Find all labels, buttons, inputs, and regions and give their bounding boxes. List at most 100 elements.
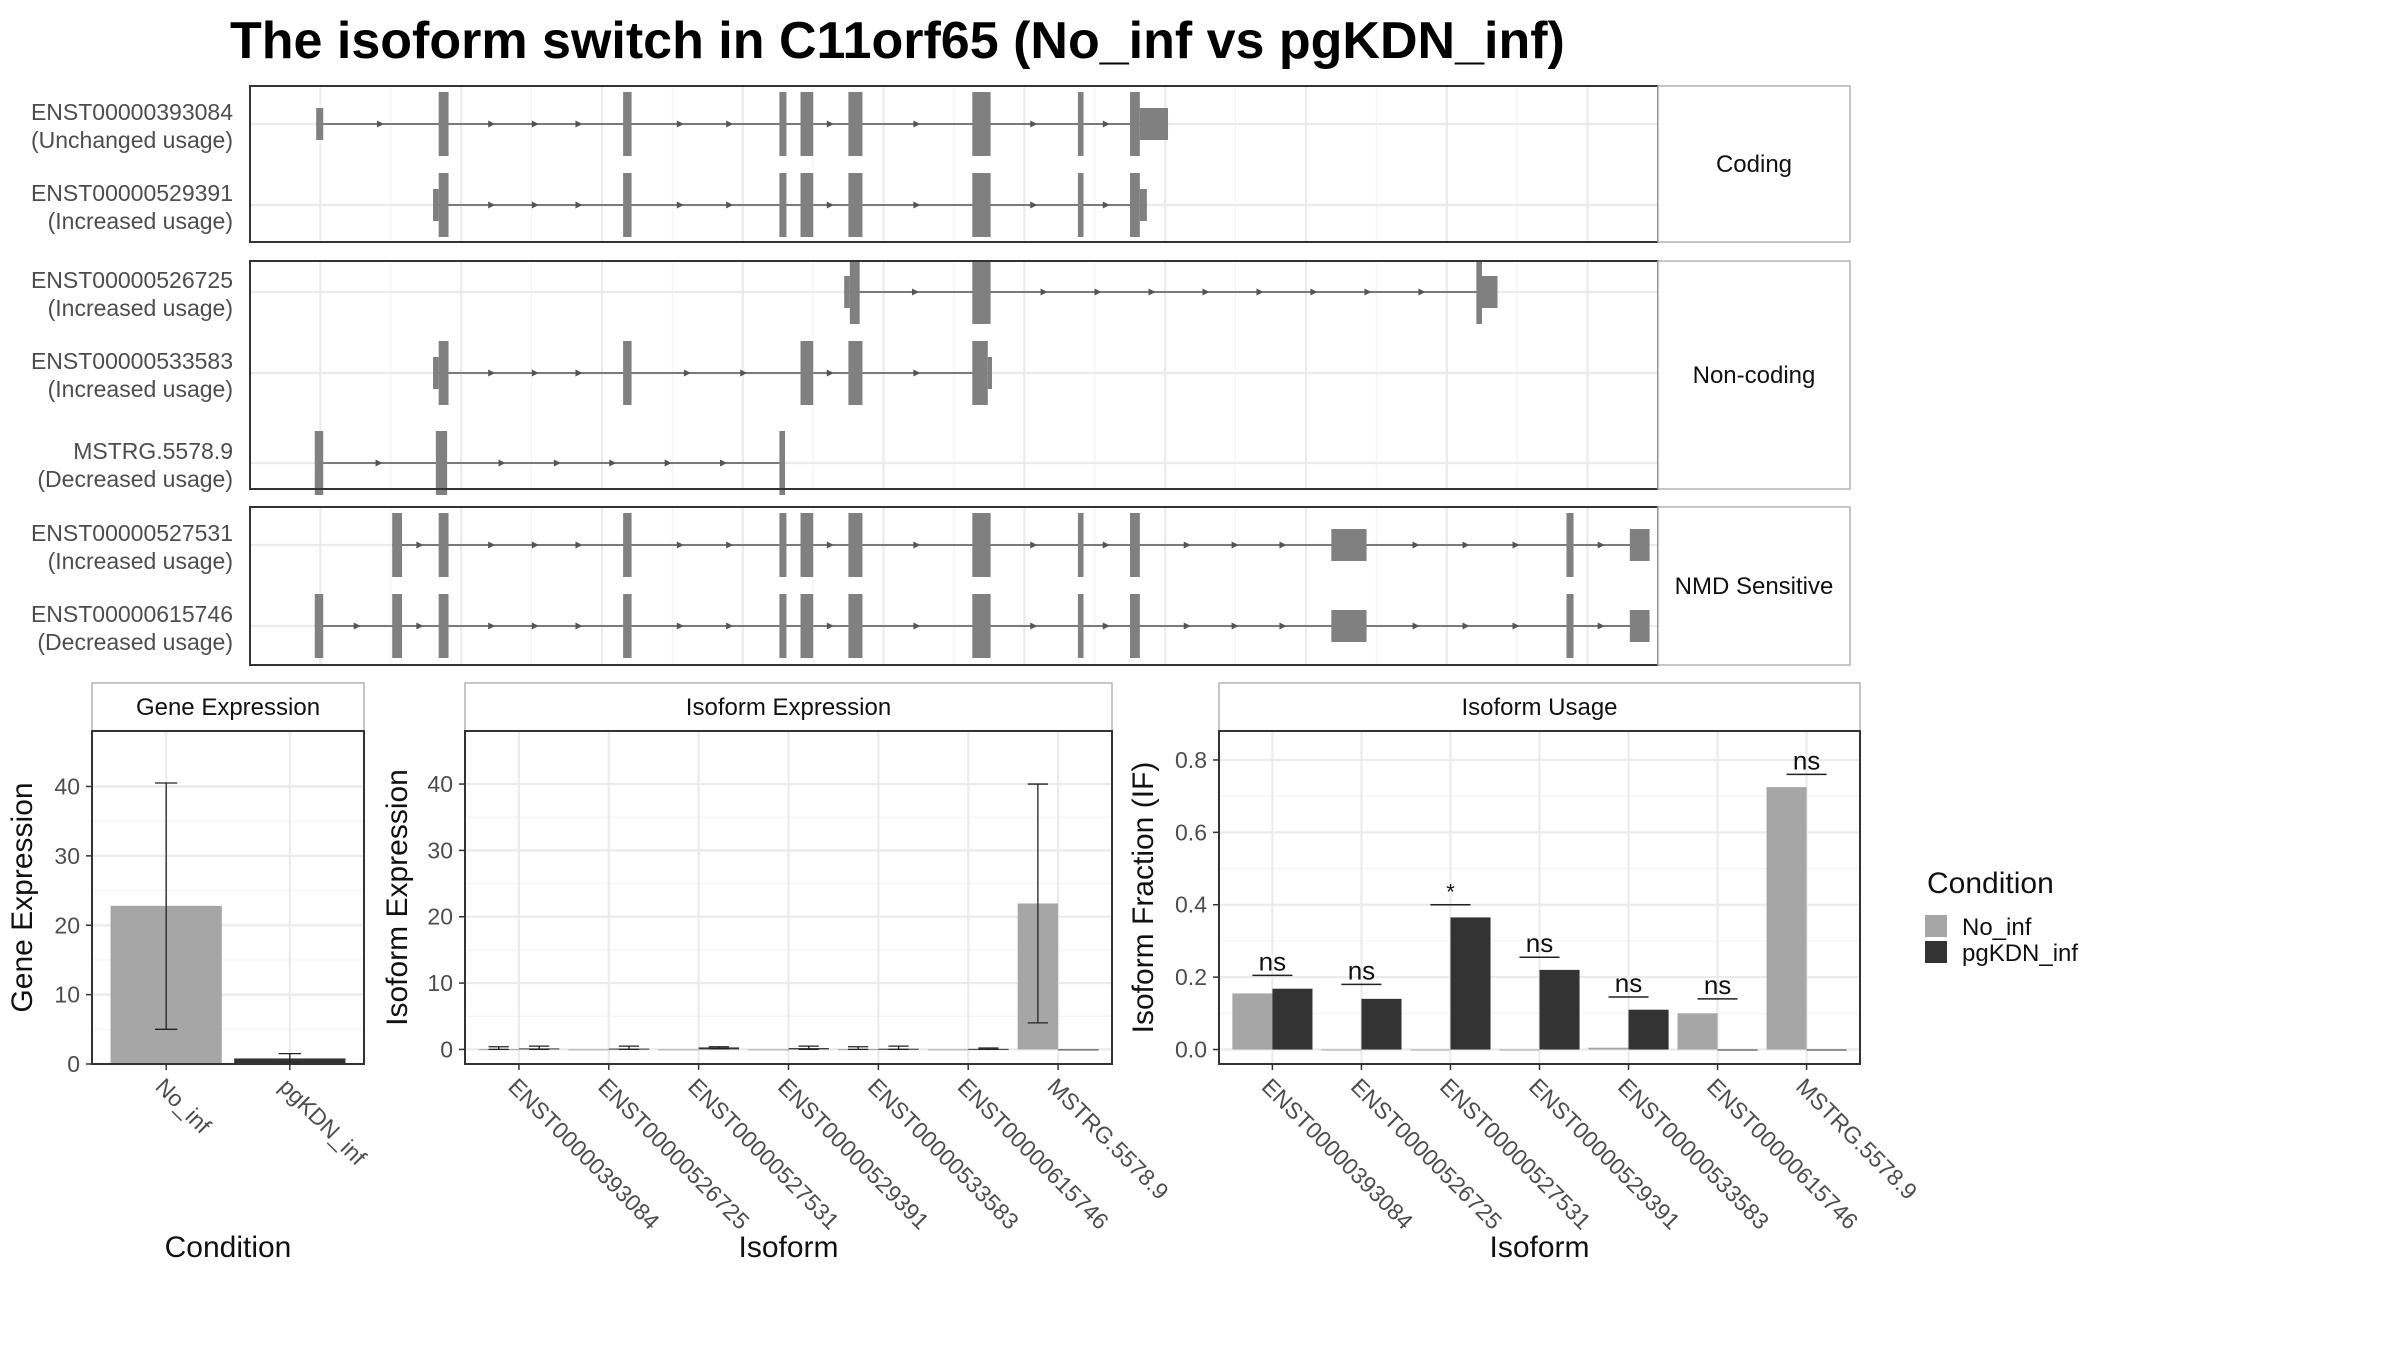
direction-arrow [826, 541, 834, 549]
exon-block [848, 513, 863, 577]
isoform-usage-label: (Increased usage) [48, 376, 233, 402]
direction-arrow [1597, 541, 1605, 549]
direction-arrow [726, 541, 734, 549]
x-tick-label: ENST00000526725 [1346, 1073, 1507, 1234]
direction-arrow [676, 541, 684, 549]
direction-arrow [609, 459, 617, 467]
significance-label: ns [1526, 928, 1553, 958]
exon-block [800, 173, 814, 237]
direction-arrow [353, 622, 361, 630]
isoform-usage-panel: Isoform Usage 0.0 0.2 0.4 0.6 0.8 ns ns * ns ns ns n… [1127, 682, 1922, 1264]
significance-label: ns [1348, 955, 1375, 985]
isoform-structure-plot: ENST00000393084(Unchanged usage) ENST0000… [31, 85, 1851, 666]
isoform-label: ENST00000393084 [31, 99, 233, 125]
isoform-usage-label: (Increased usage) [48, 295, 233, 321]
exon-block [848, 92, 863, 156]
exon-block [1566, 513, 1574, 577]
bar [658, 1049, 699, 1051]
direction-arrow [1040, 288, 1048, 296]
isoform-usage-label: (Decreased usage) [37, 466, 233, 492]
exon-block [314, 431, 324, 495]
direction-arrow [1102, 120, 1110, 128]
bar [1677, 1013, 1718, 1050]
bar [1539, 969, 1580, 1050]
isoform-track [433, 341, 993, 405]
isoform-track [314, 594, 1650, 658]
isoform-label: ENST00000529391 [31, 180, 233, 206]
exon-block [433, 189, 439, 221]
exon-block [1077, 173, 1084, 237]
direction-arrow [683, 369, 691, 377]
bar [1766, 787, 1807, 1050]
direction-arrow [726, 622, 734, 630]
exon-block [314, 594, 324, 658]
direction-arrow [1597, 622, 1605, 630]
direction-arrow [1030, 541, 1038, 549]
exon-block [392, 594, 403, 658]
y-tick-label: 0.6 [1175, 819, 1207, 845]
facet-strip [464, 682, 1113, 732]
significance-label: ns [1793, 745, 1820, 775]
y-tick-label: 30 [427, 837, 453, 863]
direction-arrow [531, 622, 539, 630]
direction-arrow [1412, 541, 1420, 549]
panel-border [91, 730, 365, 1065]
direction-arrow [531, 201, 539, 209]
bar [1410, 1049, 1451, 1051]
x-tick-label: ENST00000527531 [1435, 1073, 1596, 1234]
y-tick-label: 40 [54, 774, 80, 800]
direction-arrow [1512, 541, 1520, 549]
legend-key-no-inf [1925, 915, 1947, 937]
exon-block [1077, 92, 1084, 156]
direction-arrow [575, 201, 583, 209]
bar [748, 1049, 789, 1051]
exon-block [316, 108, 324, 140]
exon-block [1566, 594, 1574, 658]
direction-arrow [1279, 541, 1287, 549]
direction-arrow [1310, 288, 1318, 296]
direction-arrow [913, 622, 921, 630]
exon-block [987, 357, 993, 389]
exon-block [1130, 173, 1140, 237]
exon-block [779, 431, 786, 495]
facet-strip-label: Gene Expression [136, 694, 320, 721]
isoform-label: ENST00000533583 [31, 348, 233, 374]
exon-block [848, 341, 863, 405]
direction-arrow [913, 201, 921, 209]
x-tick-label: ENST00000615746 [953, 1073, 1114, 1234]
exon-block [972, 260, 991, 324]
legend-label-no-inf: No_inf [1962, 914, 2032, 941]
direction-arrow [740, 369, 748, 377]
direction-arrow [826, 369, 834, 377]
significance-label: ns [1259, 946, 1286, 976]
facet-strip-label: Coding [1716, 151, 1792, 178]
exon-block [1130, 594, 1140, 658]
exon-block [623, 341, 632, 405]
isoform-usage-label: (Unchanged usage) [31, 127, 233, 153]
exon-block [779, 173, 787, 237]
isoform-usage-label: (Decreased usage) [37, 629, 233, 655]
direction-arrow [911, 288, 919, 296]
direction-arrow [1512, 622, 1520, 630]
legend-label-pgkdn-inf: pgKDN_inf [1962, 940, 2078, 967]
exon-block [779, 594, 787, 658]
facet-strip-label: Isoform Usage [1461, 694, 1617, 721]
direction-arrow [488, 201, 496, 209]
direction-arrow [1462, 541, 1470, 549]
direction-arrow [913, 120, 921, 128]
facet-strip [1218, 682, 1861, 732]
y-tick-label: 0.8 [1175, 747, 1207, 773]
direction-arrow [1102, 541, 1110, 549]
exon-block [1077, 513, 1084, 577]
direction-arrow [488, 622, 496, 630]
exon-block [972, 341, 988, 405]
direction-arrow [1030, 622, 1038, 630]
y-tick-label: 0 [67, 1051, 80, 1077]
y-axis-title: Gene Expression [6, 782, 39, 1012]
bar [1361, 998, 1402, 1050]
direction-arrow [1279, 622, 1287, 630]
isoform-usage-label: (Increased usage) [48, 548, 233, 574]
y-axis-title: Isoform Expression [381, 769, 414, 1026]
structure-panel-1: ENST00000526725(Increased usage)ENST0000… [31, 260, 1851, 495]
direction-arrow [375, 459, 383, 467]
